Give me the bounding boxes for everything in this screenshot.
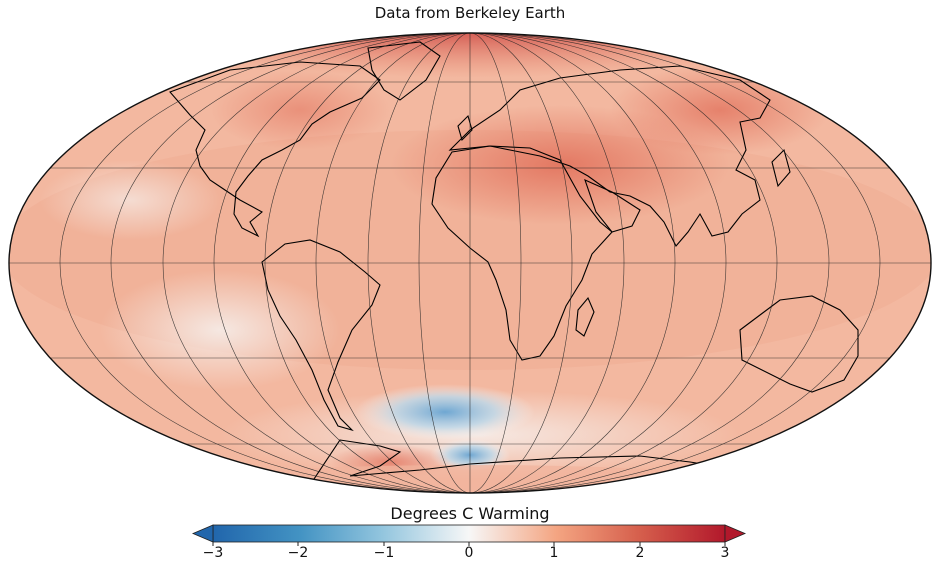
globe-boundary: [8, 32, 932, 494]
colorbar-tick-label: 2: [635, 545, 645, 561]
north-america-outline: [169, 61, 381, 238]
colorbar-min-arrow: [191, 524, 214, 543]
meridian-line: [315, 33, 625, 493]
meridian-line: [264, 33, 676, 493]
britain-outline: [457, 114, 473, 142]
map-subtitle: Data from Berkeley Earth: [374, 4, 566, 22]
meridian-line: [213, 33, 727, 493]
japan-outline: [771, 148, 791, 188]
meridian-line: [59, 33, 881, 493]
colorbar-tick-label: 3: [720, 545, 730, 561]
colorbar-tick-label: 1: [549, 545, 559, 561]
antarctica-outline: [298, 439, 741, 493]
madagascar-outline: [575, 296, 595, 337]
coastlines: [169, 41, 859, 493]
africa-outline: [431, 145, 613, 361]
south-america-outline: [261, 239, 381, 432]
colorbar-tick-label: −1: [373, 545, 395, 561]
colorbar: [191, 524, 747, 546]
australia-outline: [739, 295, 859, 393]
colorbar-tick-label: 0: [464, 545, 474, 561]
meridian-line: [162, 33, 778, 493]
colorbar-max-arrow: [724, 524, 747, 543]
colorbar-label: Degrees C Warming: [390, 504, 550, 523]
arabia-outline: [584, 178, 641, 233]
colorbar-tick-label: −2: [287, 545, 309, 561]
colorbar-ticks: [212, 542, 726, 546]
colorbar-tick-label: −3: [202, 545, 224, 561]
colorbar-gradient: [212, 524, 726, 543]
meridian-line: [110, 33, 830, 493]
greenland-outline: [367, 41, 441, 101]
meridian-line: [418, 33, 522, 493]
meridian-line: [367, 33, 573, 493]
europe-asia-outline: [448, 65, 771, 247]
